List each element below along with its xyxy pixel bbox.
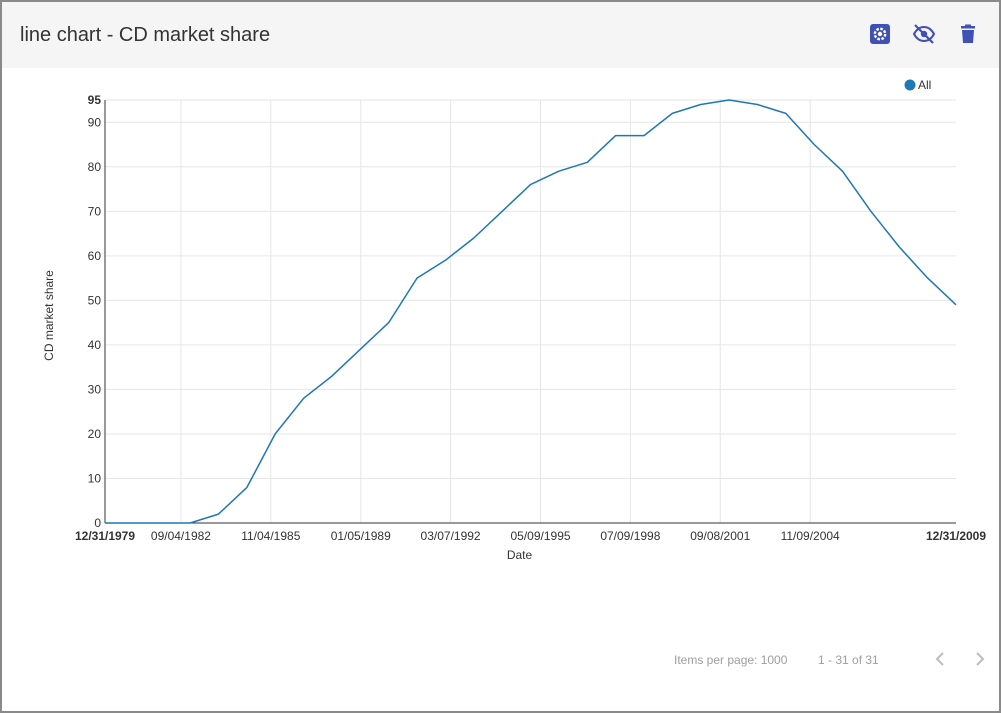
panel-title: line chart - CD market share	[20, 24, 271, 46]
data-point	[812, 143, 816, 147]
line-chart: 12/31/1979 09/04/1982 11/04/1985 01/05/1989…	[42, 78, 986, 562]
data-point	[387, 321, 391, 325]
data-point	[642, 134, 646, 138]
x-tick-label: 11/09/2004	[781, 529, 840, 543]
panel-header: line chart - CD market share	[2, 2, 999, 68]
x-tick-label: 05/09/1995	[510, 529, 570, 543]
y-axis-title: CD market share	[42, 270, 56, 361]
series-line	[105, 99, 957, 524]
delete-button[interactable]	[954, 20, 982, 48]
trash-icon	[961, 24, 975, 43]
y-tick-label: 30	[88, 382, 102, 396]
y-tick-label: 70	[88, 204, 102, 218]
y-tick-label: 90	[88, 115, 102, 129]
data-point	[160, 521, 164, 525]
chevron-right-icon	[976, 652, 985, 666]
data-point	[217, 512, 221, 516]
settings-button[interactable]	[866, 20, 894, 48]
data-point	[841, 169, 845, 173]
legend-marker	[904, 79, 916, 91]
y-tick-label: 50	[88, 293, 102, 307]
data-point	[472, 236, 476, 240]
data-point	[585, 160, 589, 164]
x-axis-title: Date	[507, 548, 533, 562]
y-tick-label: 80	[88, 160, 102, 174]
page-range-label: 1 - 31 of 31	[818, 653, 879, 667]
previous-page-button[interactable]	[928, 647, 952, 671]
data-point	[699, 103, 703, 107]
data-point	[897, 245, 901, 249]
data-point	[784, 111, 788, 115]
chevron-left-icon	[935, 652, 944, 666]
hide-button[interactable]	[910, 20, 938, 48]
y-tick-label: 40	[88, 338, 102, 352]
data-point	[273, 432, 277, 436]
items-per-page-label: Items per page: 1000	[674, 653, 788, 667]
y-tick-label: 20	[88, 427, 102, 441]
data-point	[103, 521, 107, 525]
x-tick-label: 11/04/1985	[241, 529, 300, 543]
data-point	[245, 485, 249, 489]
data-point	[500, 209, 504, 213]
data-point	[188, 521, 192, 525]
x-tick-label: 07/09/1998	[600, 529, 660, 543]
x-tick-label: 01/05/1989	[331, 529, 391, 543]
data-point	[443, 258, 447, 262]
data-point	[614, 134, 618, 138]
x-tick-label: 09/08/2001	[690, 529, 750, 543]
data-point	[415, 276, 419, 280]
eye-off-icon	[912, 24, 936, 44]
y-tick-label: 10	[88, 471, 102, 485]
data-point	[330, 374, 334, 378]
y-tick-label: 0	[94, 516, 101, 530]
next-page-button[interactable]	[968, 647, 992, 671]
data-point	[926, 276, 930, 280]
x-tick-label: 09/04/1982	[151, 529, 211, 543]
data-point	[954, 303, 958, 307]
gear-icon	[870, 24, 890, 44]
x-tick-label: 03/07/1992	[421, 529, 481, 543]
data-point	[302, 396, 306, 400]
data-point	[869, 209, 873, 213]
data-point	[670, 111, 674, 115]
data-point	[358, 347, 362, 351]
data-point	[529, 183, 533, 187]
data-point	[727, 98, 731, 102]
x-tick-label: 12/31/1979	[75, 529, 135, 543]
x-tick-label: 12/31/2009	[926, 529, 986, 543]
y-tick-label: 60	[88, 249, 102, 263]
data-point	[557, 169, 561, 173]
data-point	[131, 521, 135, 525]
legend-label: All	[918, 78, 931, 92]
data-point	[755, 103, 759, 107]
y-tick-label: 95	[88, 93, 102, 107]
